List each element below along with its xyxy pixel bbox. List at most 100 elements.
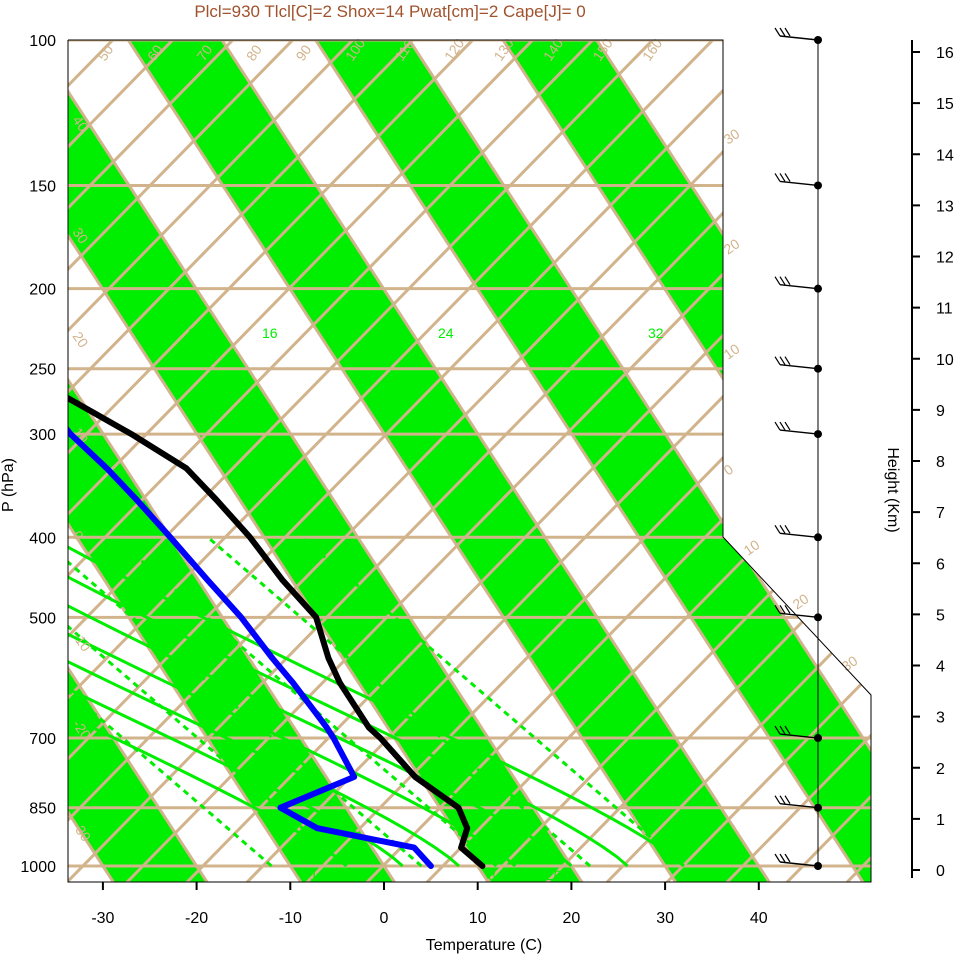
wind-barb-feather [779,356,786,366]
height-tick-label: 7 [936,505,945,522]
dry-adiabat-line [68,40,810,882]
y-tick-label: 850 [29,801,56,818]
isotherm-line [68,40,678,882]
plot-frame [67,39,872,883]
dry-adiabat-line [68,40,570,882]
dry-adiabat-line [566,40,871,882]
wind-barb-feather [784,605,791,614]
wind-barb-feather [779,605,786,614]
wind-barb-feather [784,524,791,534]
height-tick-label: 4 [936,659,945,676]
moist-adiabat-line [68,367,348,868]
height-tick-label: 10 [936,352,954,369]
wind-barb-feather [784,725,791,735]
y-axis-label: P (hPa) [0,458,17,512]
adiabat-label: 10 [741,536,763,558]
plot-border [67,39,872,883]
moist-adiabat-line [68,367,685,868]
height-tick-label: 12 [936,250,954,267]
wind-barb-shaft [779,803,819,809]
isotherm-label: 80 [243,42,265,64]
wind-barb-feather [784,27,791,37]
dry-adiabat-line [506,40,871,882]
wind-barb-feather [779,853,786,863]
moist-adiabat-lines [68,367,685,868]
mixing-ratio-label: 20 [546,867,562,883]
adiabat-label: 20 [721,235,743,257]
wind-barb-feather [779,725,786,735]
wind-barb-feather [784,421,791,431]
moist-adiabat-label: 16 [262,325,278,341]
moist-adiabat-line [68,367,517,868]
temperature-axis: -30 -20 -10 0 10 20 30 40 [91,882,768,927]
wind-barb-shaft [779,180,819,187]
dry-adiabat-line [626,40,871,882]
dry-adiabat-line [206,40,871,882]
mixing-ratio-lines [68,536,685,868]
dry-adiabat-line [446,40,871,882]
x-tick-label: -20 [185,910,208,927]
moist-adiabat-line [68,367,629,868]
dry-adiabat-line [68,40,870,882]
isotherm-line [288,40,871,882]
wind-barb-feather [774,853,781,863]
isotherm-label: 50 [94,42,116,64]
height-tick-label: 13 [936,198,954,215]
mixing-ratio-line [300,536,685,868]
wind-barb-feather [779,27,786,37]
temperature-band [0,0,21,884]
y-tick-label: 500 [29,610,56,627]
dry-adiabat-line [68,40,690,882]
height-tick-label: 1 [936,812,945,829]
wind-barb-shaft [779,364,819,370]
x-tick-label: 40 [750,910,768,927]
dry-adiabat-line [68,40,450,882]
dry-adiabat-line [146,40,871,882]
moist-adiabat-line [68,367,573,868]
wind-barb-feather [784,356,791,366]
dry-adiabat-line [866,40,871,882]
moist-adiabat-label: 12 [188,325,204,341]
adiabat-label: 30 [721,125,743,147]
wind-barb-feather [779,276,786,285]
dewpoint-profile [68,40,434,869]
y-tick-label: 150 [29,178,56,195]
dry-adiabat-line [68,40,750,882]
moist-adiabat-line [68,367,404,868]
wind-barb-feather [779,173,786,182]
isotherm-line [0,0,21,884]
moist-adiabat-line [68,367,460,868]
x-tick-label: 20 [563,910,581,927]
isotherm-line [68,40,303,882]
wind-barb-feather [774,421,781,431]
sounding-profiles [68,40,486,869]
x-tick-label: 30 [656,910,674,927]
dry-adiabat-line [68,40,270,882]
wind-barb-feather [779,795,786,805]
wind-barb-feather [784,173,791,182]
height-tick-label: 16 [936,45,954,62]
y-tick-label: 700 [29,731,56,748]
moist-adiabat-label: 24 [438,325,454,341]
isotherm-line [101,40,772,882]
wind-barb-feather [774,795,781,805]
y-tick-label: 200 [29,282,56,299]
x-tick-label: 10 [469,910,487,927]
adiabat-label: 10 [721,340,743,362]
wind-barb-shaft [779,532,819,538]
x-tick-label: -30 [91,910,114,927]
wind-barb-feather [774,524,781,534]
x-tick-label: -10 [279,910,302,927]
wind-barb-column [774,27,822,870]
wind-barb-shaft [779,733,819,739]
wind-barb-feather [784,853,791,863]
mixing-ratio-label: 3 [360,867,368,883]
dry-adiabat-line [266,40,871,882]
mixing-ratio-label: 1 [310,867,318,883]
y-tick-label: 1000 [20,859,56,876]
wind-barb-shaft [779,861,819,867]
adiabat-label: 20 [70,329,92,351]
height-tick-label: 5 [936,607,945,624]
